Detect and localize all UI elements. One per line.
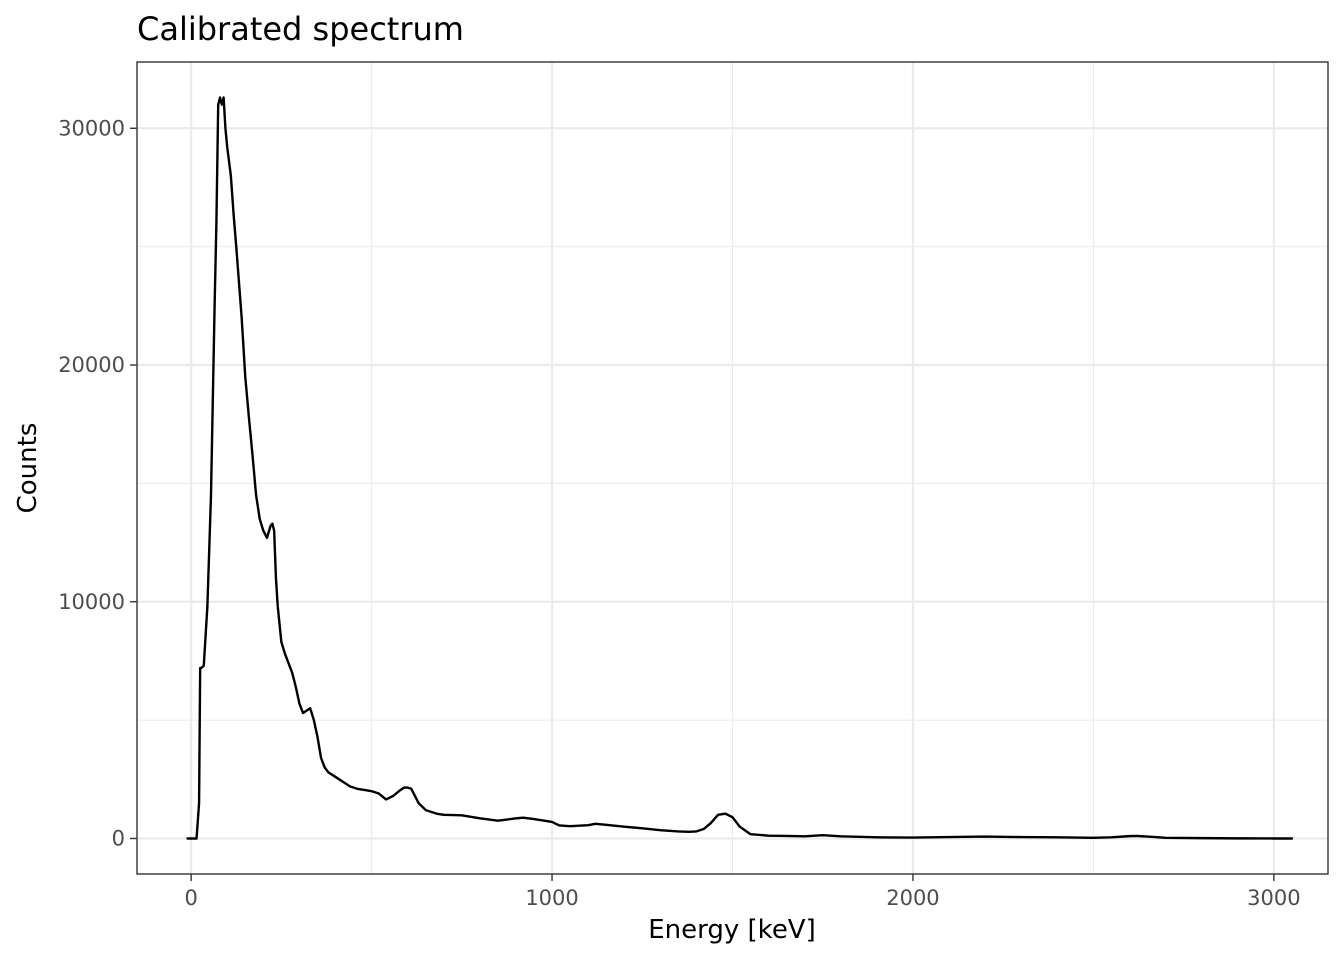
y-tick-label: 20000 (58, 353, 125, 377)
y-axis-label: Counts (13, 423, 43, 514)
minor-gridlines (137, 62, 1328, 874)
x-tick-label: 3000 (1247, 886, 1300, 910)
y-tick-label: 10000 (58, 590, 125, 614)
y-tick-label: 0 (112, 826, 125, 850)
x-tick-label: 2000 (886, 886, 939, 910)
y-axis-ticks: 0 10000 20000 30000 (58, 116, 137, 850)
series-line-calibrated-spectrum (186, 96, 1294, 840)
x-axis-ticks: 0 1000 2000 3000 (184, 874, 1301, 910)
plot-panel-border (136, 61, 1329, 875)
major-gridlines (137, 62, 1328, 874)
x-axis-label: Energy [keV] (648, 915, 816, 945)
x-tick-label: 1000 (525, 886, 578, 910)
x-tick-label: 0 (184, 886, 197, 910)
chart-title: Calibrated spectrum (137, 10, 464, 48)
y-tick-label: 30000 (58, 116, 125, 140)
